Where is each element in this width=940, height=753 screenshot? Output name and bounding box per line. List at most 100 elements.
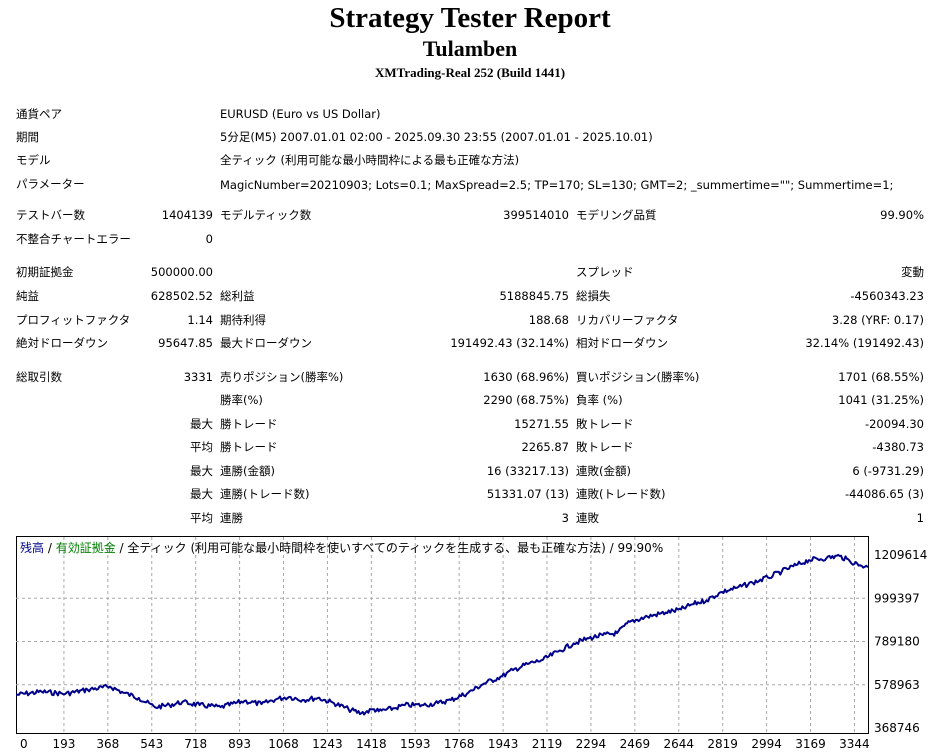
max-drawdown-value: 191492.43 (32.14%)	[450, 336, 569, 350]
x-tick-label: 2469	[620, 737, 651, 751]
gross-loss-label: 総損失	[576, 289, 611, 303]
max-loss-label: 敗トレード	[576, 417, 634, 431]
max-label: 最大	[190, 417, 213, 431]
consec-losses-trades-label: 連敗(トレード数)	[576, 487, 666, 501]
recovery-factor-label: リカバリーファクタ	[576, 313, 679, 327]
total-trades-value: 3331	[183, 370, 213, 384]
x-tick-label: 3344	[839, 737, 870, 751]
avg-label: 平均	[190, 440, 213, 454]
mismatch-value: 0	[205, 232, 213, 246]
y-tick-label: 999397	[874, 591, 920, 605]
expert-name: Tulamben	[422, 36, 518, 61]
profit-factor-value: 1.14	[187, 313, 213, 327]
x-tick-label: 1068	[268, 737, 299, 751]
rel-drawdown-value: 32.14% (191492.43)	[805, 336, 924, 350]
params-value: MagicNumber=20210903; Lots=0.1; MaxSprea…	[220, 178, 894, 192]
consec-losses-amount-label: 連敗(金額)	[576, 464, 631, 478]
loss-rate-label: 負率 (%)	[576, 393, 623, 407]
avg-consec-losses-value: 1	[916, 511, 924, 525]
gross-profit-value: 5188845.75	[499, 289, 569, 303]
symbol-value: EURUSD (Euro vs US Dollar)	[220, 107, 381, 121]
x-tick-label: 1768	[444, 737, 475, 751]
model-value: 全ティック (利用可能な最小時間枠による最も正確な方法)	[220, 153, 520, 167]
gross-loss-value: -4560343.23	[850, 289, 924, 303]
balance-chart: 残高 / 有効証拠金 / 全ティック (利用可能な最小時間枠を使いすべてのティッ…	[16, 536, 927, 751]
max-win-value: 15271.55	[514, 417, 569, 431]
profit-factor-label: プロフィットファクタ	[16, 313, 131, 327]
short-positions-value: 1630 (68.96%)	[483, 370, 569, 384]
max-drawdown-label: 最大ドローダウン	[220, 336, 312, 350]
deposit-value: 500000.00	[150, 265, 213, 279]
loss-rate-value: 1041 (31.25%)	[838, 393, 924, 407]
legend-description: / 全ティック (利用可能な最小時間枠を使いすべてのティックを生成する、最も正確…	[116, 540, 664, 555]
bars-label: テストバー数	[16, 208, 85, 222]
spread-value: 変動	[901, 265, 924, 279]
short-positions-label: 売りポジション(勝率%)	[220, 370, 344, 384]
quality-label: モデリング品質	[576, 208, 657, 222]
avg-win-value: 2265.87	[521, 440, 569, 454]
consec-wins-trades-value: 51331.07 (13)	[486, 487, 569, 501]
consec-losses-trades-value: -44086.65 (3)	[845, 487, 924, 501]
y-tick-label: 368746	[874, 721, 920, 735]
avg-win-label: 勝トレード	[220, 440, 278, 454]
x-tick-label: 1418	[356, 737, 387, 751]
legend-margin: 有効証拠金	[56, 540, 116, 555]
x-tick-label: 1943	[488, 737, 519, 751]
total-trades-label: 総取引数	[16, 370, 62, 384]
x-axis-ticks: 0 193 368 543 718 893 1068 1243 1418 1593 1768 1943…	[20, 737, 870, 751]
long-positions-value: 1701 (68.55%)	[838, 370, 924, 384]
x-tick-label: 2644	[663, 737, 694, 751]
ticks-value: 399514010	[503, 208, 569, 222]
abs-drawdown-label: 絶対ドローダウン	[16, 336, 108, 350]
x-tick-label: 718	[184, 737, 207, 751]
y-tick-label: 1209614	[874, 548, 927, 562]
x-tick-label: 2819	[707, 737, 738, 751]
consec-wins-trades-label: 連勝(トレード数)	[220, 487, 310, 501]
avg-consec-losses-label: 連敗	[576, 511, 599, 525]
consec-wins-amount-value: 16 (33217.13)	[486, 464, 569, 478]
report-title: Strategy Tester Report	[329, 2, 611, 34]
avg-loss-value: -4380.73	[872, 440, 924, 454]
win-rate-value: 2290 (68.75%)	[483, 393, 569, 407]
x-tick-label: 1593	[400, 737, 431, 751]
max-win-label: 勝トレード	[220, 417, 278, 431]
y-axis-ticks: 1209614 999397 789180 578963 368746	[874, 548, 927, 735]
gross-profit-label: 総利益	[220, 289, 255, 303]
spread-label: スプレッド	[576, 265, 634, 279]
x-tick-label: 0	[20, 737, 28, 751]
avg-loss-label: 敗トレード	[576, 440, 634, 454]
consec-losses-amount-value: 6 (-9731.29)	[852, 464, 924, 478]
win-rate-label: 勝率(%)	[220, 393, 263, 407]
max-loss-value: -20094.30	[864, 417, 924, 431]
plot-frame	[16, 536, 869, 734]
avg-label: 平均	[190, 511, 213, 525]
x-tick-label: 543	[140, 737, 163, 751]
quality-value: 99.90%	[880, 208, 924, 222]
y-tick-label: 578963	[874, 678, 920, 692]
recovery-factor-value: 3.28 (YRF: 0.17)	[831, 313, 924, 327]
legend-balance: 残高	[20, 540, 44, 555]
x-tick-label: 193	[52, 737, 75, 751]
params-label: パラメーター	[16, 177, 85, 191]
x-tick-label: 2119	[532, 737, 563, 751]
ticks-label: モデルティック数	[220, 208, 312, 222]
balance-series-line	[16, 553, 869, 716]
x-tick-label: 2994	[751, 737, 782, 751]
avg-consec-wins-label: 連勝	[220, 511, 243, 525]
x-tick-label: 368	[96, 737, 119, 751]
abs-drawdown-value: 95647.85	[158, 336, 213, 350]
legend-separator: /	[44, 541, 56, 555]
bars-value: 1404139	[161, 208, 213, 222]
long-positions-label: 買いポジション(勝率%)	[576, 370, 700, 384]
max-label: 最大	[190, 464, 213, 478]
x-tick-label: 2294	[576, 737, 607, 751]
consec-wins-amount-label: 連勝(金額)	[220, 464, 275, 478]
symbol-label: 通貨ペア	[16, 107, 62, 121]
x-tick-label: 893	[228, 737, 251, 751]
expected-payoff-value: 188.68	[528, 313, 569, 327]
x-tick-label: 1243	[312, 737, 343, 751]
mismatch-label: 不整合チャートエラー	[16, 232, 131, 246]
period-value: 5分足(M5) 2007.01.01 02:00 - 2025.09.30 23…	[220, 130, 653, 144]
avg-consec-wins-value: 3	[561, 511, 569, 525]
net-profit-value: 628502.52	[150, 289, 213, 303]
